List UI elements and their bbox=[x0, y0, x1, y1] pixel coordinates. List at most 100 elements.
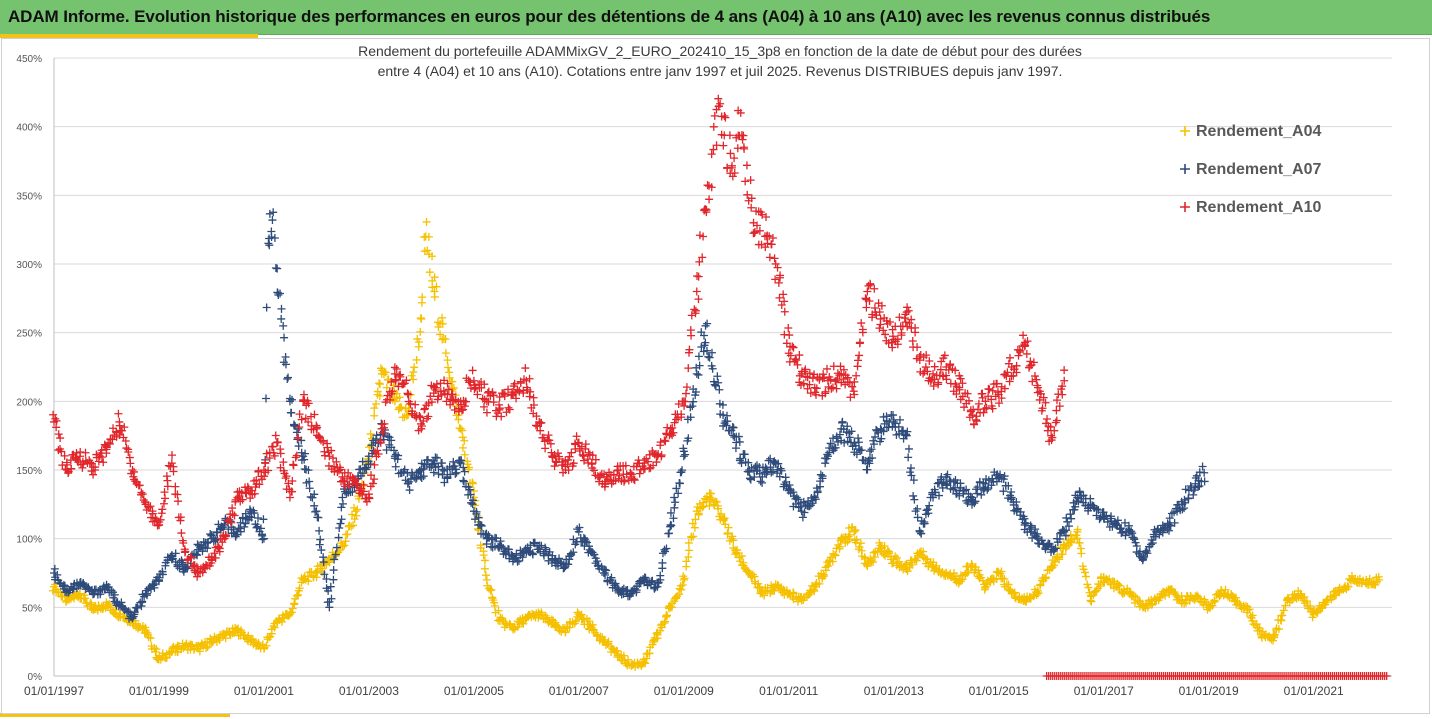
x-tick-label: 01/01/2019 bbox=[1179, 684, 1239, 698]
point-rendement-a10 bbox=[720, 111, 729, 120]
y-tick-label: 450% bbox=[16, 54, 42, 65]
point-rendement-a10 bbox=[921, 363, 930, 372]
point-rendement-a10 bbox=[849, 387, 858, 396]
point-rendement-a07 bbox=[774, 459, 783, 468]
point-rendement-a10 bbox=[875, 308, 884, 317]
point-rendement-a04 bbox=[688, 519, 697, 528]
point-rendement-a10 bbox=[681, 397, 690, 406]
point-rendement-a10 bbox=[565, 452, 574, 461]
point-rendement-a07 bbox=[265, 241, 274, 250]
point-rendement-a07 bbox=[1142, 546, 1151, 555]
point-rendement-a04 bbox=[770, 586, 779, 595]
point-rendement-a04 bbox=[1077, 549, 1086, 558]
point-rendement-a10 bbox=[1029, 358, 1038, 367]
point-rendement-a07 bbox=[909, 491, 918, 500]
point-rendement-a10 bbox=[497, 412, 506, 421]
point-rendement-a04 bbox=[1374, 572, 1383, 581]
point-rendement-a10 bbox=[578, 450, 587, 459]
point-rendement-a10 bbox=[805, 369, 814, 378]
point-rendement-a10 bbox=[580, 456, 589, 465]
point-rendement-a10 bbox=[554, 452, 563, 461]
point-rendement-a10 bbox=[588, 451, 597, 460]
legend-label: Rendement_A10 bbox=[1196, 199, 1321, 216]
point-rendement-a10 bbox=[591, 455, 600, 464]
point-rendement-a07 bbox=[705, 353, 714, 362]
chart-title-line-1: Rendement du portefeuille ADAMMixGV_2_EU… bbox=[358, 43, 1082, 59]
point-rendement-a04 bbox=[880, 542, 889, 551]
point-rendement-a10 bbox=[856, 338, 865, 347]
point-rendement-a04 bbox=[660, 619, 669, 628]
point-rendement-a04 bbox=[719, 515, 728, 524]
point-rendement-a04 bbox=[458, 443, 467, 452]
point-rendement-a04 bbox=[851, 526, 860, 535]
point-rendement-a04 bbox=[432, 282, 441, 291]
point-rendement-a07 bbox=[818, 472, 827, 481]
point-rendement-a07 bbox=[658, 558, 667, 567]
chart-title-line-2: entre 4 (A04) et 10 ans (A10). Cotations… bbox=[378, 63, 1063, 79]
point-rendement-a10 bbox=[174, 497, 183, 506]
point-rendement-a10 bbox=[420, 404, 429, 413]
point-rendement-a07 bbox=[1124, 521, 1133, 530]
point-rendement-a07 bbox=[419, 472, 428, 481]
point-rendement-a04 bbox=[221, 634, 230, 643]
point-rendement-a07 bbox=[311, 507, 320, 516]
point-rendement-a10 bbox=[913, 343, 922, 352]
point-rendement-a10 bbox=[374, 450, 383, 459]
point-rendement-a07 bbox=[831, 443, 840, 452]
point-rendement-a10 bbox=[414, 426, 423, 435]
point-rendement-a10 bbox=[982, 403, 991, 412]
point-rendement-a04 bbox=[375, 380, 384, 389]
point-rendement-a10 bbox=[411, 400, 420, 409]
point-rendement-a04 bbox=[808, 581, 817, 590]
y-tick-label: 400% bbox=[16, 123, 42, 134]
point-rendement-a04 bbox=[1055, 555, 1064, 564]
point-rendement-a04 bbox=[449, 383, 458, 392]
point-rendement-a10 bbox=[657, 451, 666, 460]
point-rendement-a07 bbox=[701, 338, 710, 347]
point-rendement-a10 bbox=[930, 362, 939, 371]
point-rendement-a10 bbox=[877, 301, 886, 310]
point-rendement-a10 bbox=[332, 457, 341, 466]
point-rendement-a10 bbox=[559, 468, 568, 477]
point-rendement-a07 bbox=[329, 575, 338, 584]
point-rendement-a07 bbox=[736, 454, 745, 463]
point-rendement-a04 bbox=[684, 546, 693, 555]
point-rendement-a10 bbox=[832, 376, 841, 385]
point-rendement-a04 bbox=[428, 252, 437, 261]
point-rendement-a07 bbox=[280, 333, 289, 342]
point-rendement-a07 bbox=[983, 485, 992, 494]
point-rendement-a04 bbox=[588, 620, 597, 629]
point-rendement-a10 bbox=[977, 389, 986, 398]
point-rendement-a07 bbox=[583, 538, 592, 547]
point-rendement-a10 bbox=[904, 306, 913, 315]
point-rendement-a10 bbox=[289, 461, 298, 470]
point-rendement-a04 bbox=[551, 618, 560, 627]
point-rendement-a07 bbox=[924, 509, 933, 518]
point-rendement-a10 bbox=[544, 431, 553, 440]
point-rendement-a04 bbox=[1232, 593, 1241, 602]
point-rendement-a10 bbox=[265, 454, 274, 463]
point-rendement-a04 bbox=[690, 523, 699, 532]
point-rendement-a10 bbox=[295, 410, 304, 419]
point-rendement-a04 bbox=[1009, 589, 1018, 598]
point-rendement-a07 bbox=[245, 505, 254, 514]
point-rendement-a07 bbox=[913, 504, 922, 513]
point-rendement-a07 bbox=[904, 444, 913, 453]
point-rendement-a10 bbox=[427, 398, 436, 407]
point-rendement-a07 bbox=[288, 395, 297, 404]
x-tick-label: 01/01/2003 bbox=[339, 684, 399, 698]
point-rendement-a10 bbox=[691, 306, 700, 315]
point-rendement-a10 bbox=[879, 326, 888, 335]
point-rendement-a04 bbox=[144, 633, 153, 642]
x-tick-label: 01/01/2005 bbox=[444, 684, 504, 698]
point-rendement-a10 bbox=[121, 437, 130, 446]
point-rendement-a07 bbox=[854, 438, 863, 447]
point-rendement-a07 bbox=[236, 527, 245, 536]
point-rendement-a10 bbox=[480, 380, 489, 389]
point-rendement-a04 bbox=[441, 335, 450, 344]
y-tick-label: 100% bbox=[16, 535, 42, 546]
point-rendement-a07 bbox=[391, 462, 400, 471]
point-rendement-a07 bbox=[740, 450, 749, 459]
point-rendement-a04 bbox=[1194, 593, 1203, 602]
point-rendement-a10 bbox=[723, 163, 732, 172]
